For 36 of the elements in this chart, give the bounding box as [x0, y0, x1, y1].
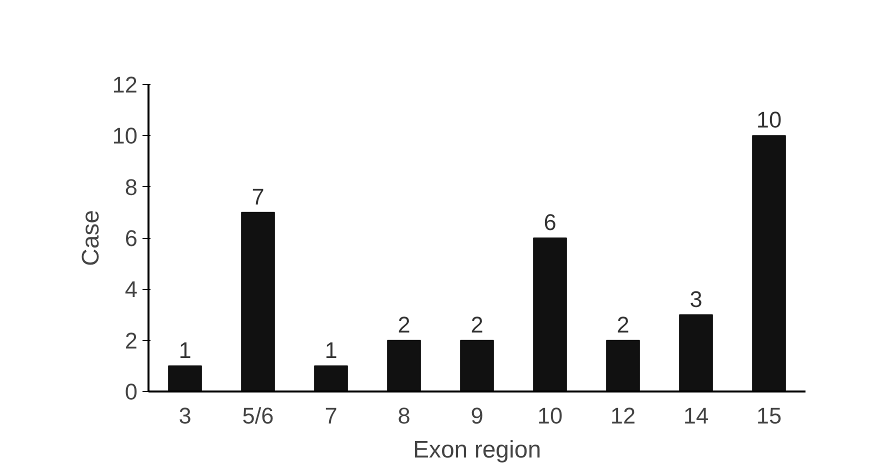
data-label: 1: [178, 336, 192, 363]
bar: [168, 365, 202, 392]
bar: [606, 340, 640, 392]
bar: [752, 135, 786, 392]
bar: [314, 365, 348, 392]
data-label: 10: [756, 106, 782, 133]
y-tick-label: 8: [124, 174, 138, 200]
x-tick-label: 10: [537, 402, 563, 428]
data-label: 1: [324, 336, 338, 363]
x-axis-title: Exon region: [412, 436, 542, 464]
data-label: 2: [398, 311, 410, 338]
bar: [460, 340, 494, 392]
y-tick-label: 12: [112, 72, 138, 98]
bar: [241, 212, 275, 392]
x-tick-label: 12: [610, 402, 636, 428]
data-label: 7: [252, 183, 264, 210]
y-tick-label: 2: [124, 327, 138, 354]
x-tick-label: 8: [398, 402, 410, 428]
y-tick-label: 6: [124, 225, 138, 251]
x-tick-label: 9: [470, 402, 484, 428]
x-tick-label: 3: [178, 402, 192, 428]
y-axis-title: Case: [77, 210, 104, 266]
data-label: 2: [470, 311, 484, 338]
y-tick-label: 10: [112, 122, 138, 149]
y-tick-label: 4: [124, 276, 138, 302]
bar: [387, 340, 421, 392]
x-tick-label: 5/6: [242, 402, 274, 428]
bar: [533, 238, 567, 392]
data-label: 2: [616, 311, 630, 338]
data-label: 6: [544, 209, 556, 235]
x-tick-label: 7: [324, 402, 338, 428]
data-label: 3: [690, 286, 702, 312]
x-tick-label: 14: [683, 402, 709, 428]
x-tick-label: 15: [756, 402, 782, 428]
y-tick-label: 0: [124, 378, 138, 404]
bar: [679, 314, 713, 392]
